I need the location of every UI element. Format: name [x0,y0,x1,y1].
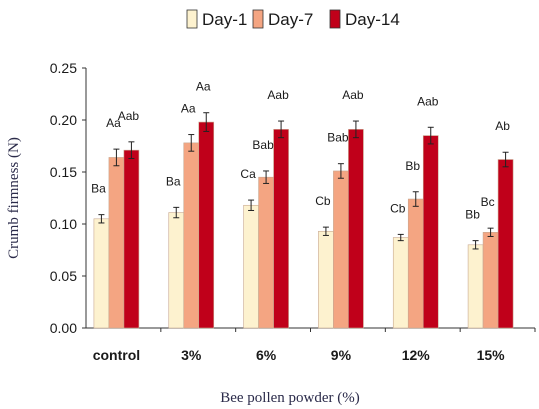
y-tick-label: 0.25 [50,60,77,76]
bar-day-7-9pct [333,170,349,329]
bar-day-14-12pct [422,135,439,329]
data-label: Aab [267,88,289,102]
x-axis-title: Bee pollen powder (%) [220,390,360,406]
legend-label-day-1: Day-1 [202,10,247,29]
data-label: Aab [342,88,364,102]
data-label: Ba [91,182,106,196]
data-label: Aab [417,94,439,108]
data-label: Bb [405,159,420,173]
bars: BaAaAabBaAaAaCaBabAabCbBabAabCbBbAabBbBc… [91,80,514,329]
y-tick-label: 0.15 [50,164,77,180]
x-category-label: control [93,347,140,363]
x-category-label: 12% [402,347,431,363]
x-axis-categories: control 3% 6% 9% 12% 15% [93,328,536,363]
x-category-label: 6% [256,347,277,363]
data-label: Aa [106,116,121,130]
bar-day-7-15pct [482,232,499,329]
bar-day-1-9pct [318,230,334,329]
x-category-label: 3% [181,347,202,363]
data-label: Aa [181,102,196,116]
bar-day-14-9pct [348,129,364,329]
data-label: Cb [390,201,406,215]
bar-day-7-control [108,157,125,329]
legend: Day-1 Day-7 Day-14 [186,9,400,29]
y-tick-label: 0.00 [50,320,77,336]
y-axis-title: Crumb firmness (N) [6,137,22,259]
plot-area [85,68,535,329]
legend-swatch-day-1 [186,9,198,29]
y-tick-label: 0.20 [50,112,77,128]
data-label: Bab [252,138,274,152]
bar-day-7-12pct [407,198,424,329]
legend-label-day-14: Day-14 [345,10,400,29]
y-tick-label: 0.10 [50,216,77,232]
data-label: Bab [327,131,349,145]
bar-day-14-3pct [198,121,215,329]
bar-day-7-6pct [258,176,274,329]
legend-swatch-day-14 [329,9,341,29]
legend-label-day-7: Day-7 [268,10,313,29]
x-category-label: 9% [331,347,352,363]
data-label: Ab [495,119,510,133]
y-axis-ticks: 0.00 0.05 0.10 0.15 0.20 0.25 [50,60,86,336]
data-label: Cb [315,194,331,208]
bar-day-14-6pct [273,129,289,329]
data-label: Ca [240,167,256,181]
y-tick-label: 0.05 [50,268,77,284]
data-label: Ba [166,174,181,188]
bar-day-1-6pct [243,204,259,329]
data-label: Aab [118,109,140,123]
data-label: Bc [481,195,495,209]
bar-day-7-3pct [183,142,200,329]
bar-day-1-15pct [467,244,484,329]
data-label: Bb [465,208,480,222]
bar-day-14-15pct [497,159,514,329]
bar-day-1-12pct [392,237,409,329]
bar-day-1-control [93,218,110,329]
data-label: Aa [196,80,211,94]
bar-day-1-3pct [168,212,185,329]
bar-day-14-control [123,149,140,329]
x-category-label: 15% [477,347,506,363]
legend-swatch-day-7 [252,9,264,29]
